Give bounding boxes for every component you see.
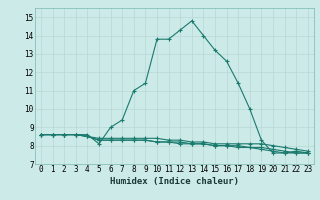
X-axis label: Humidex (Indice chaleur): Humidex (Indice chaleur) xyxy=(110,177,239,186)
